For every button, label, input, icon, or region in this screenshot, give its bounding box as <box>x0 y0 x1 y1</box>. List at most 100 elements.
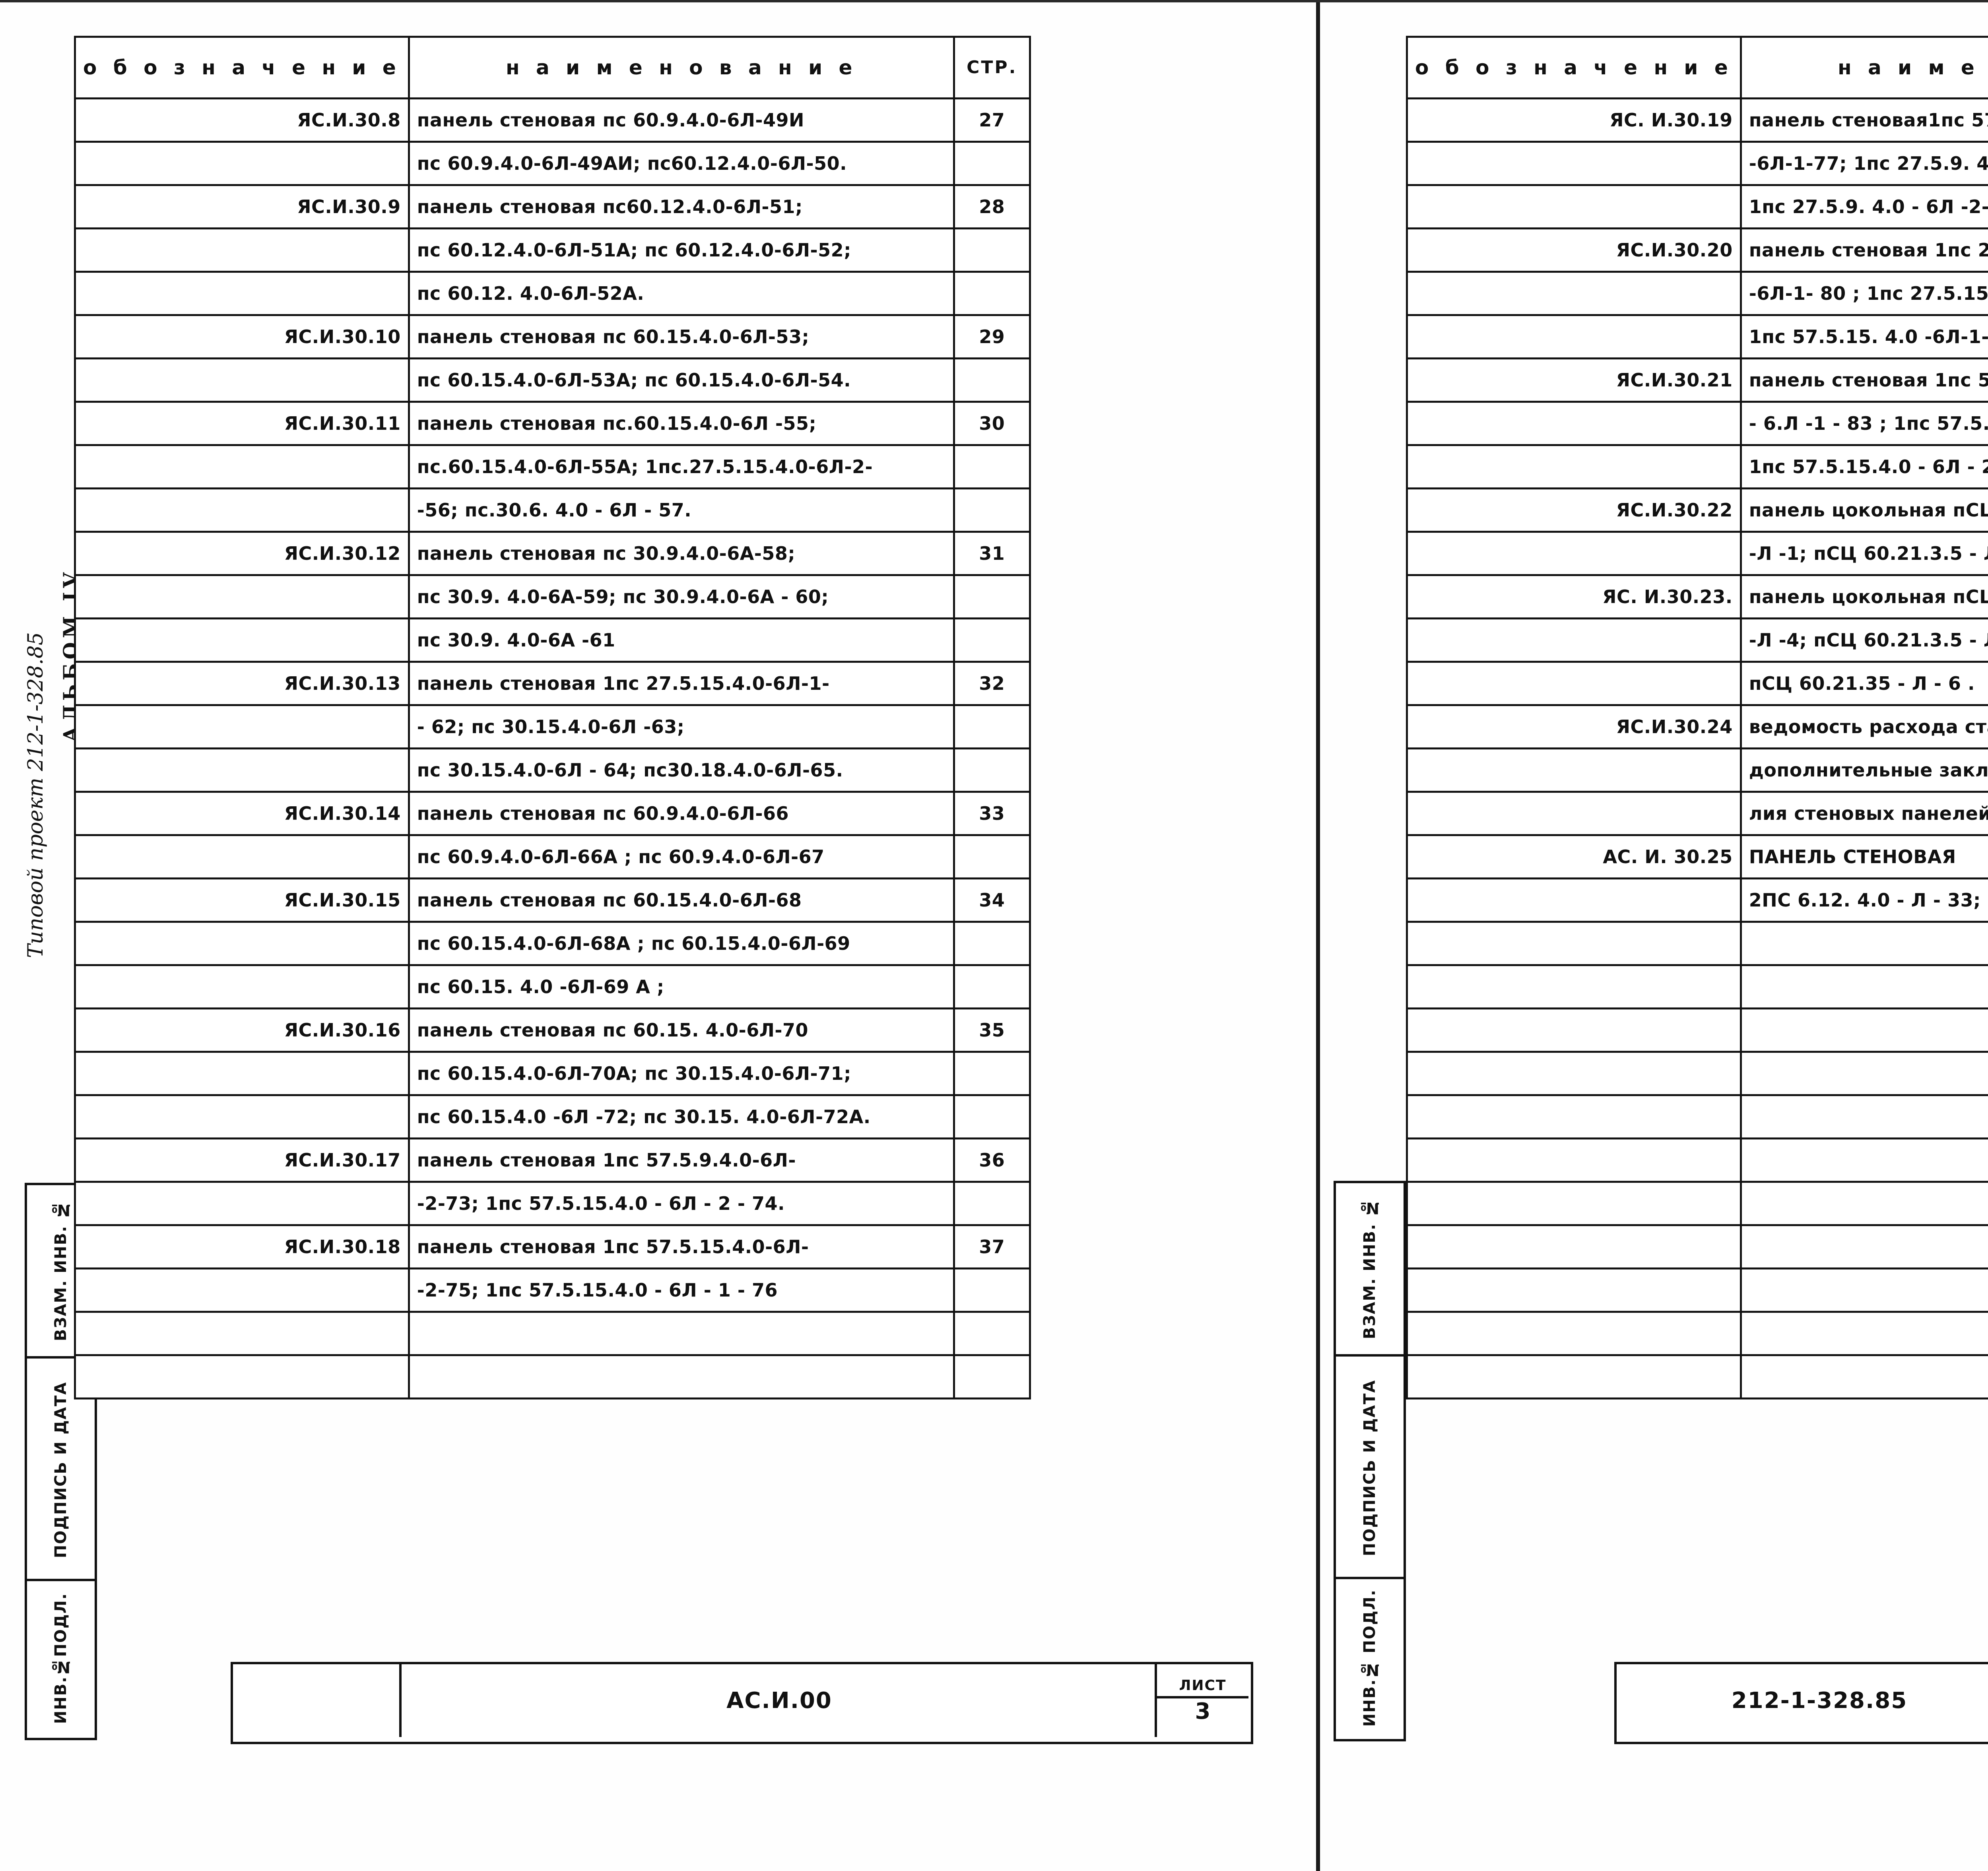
cell-designation <box>1406 617 1742 663</box>
index-table-right: о б о з н а ч е н и е н а и м е н о в а … <box>1406 36 1988 1399</box>
stamp-project-number-text: 212-1-328.85 <box>1731 1688 1908 1714</box>
table-row: пс 60.9.4.0-6Л-66А ; пс 60.9.4.0-6Л-67 <box>74 834 1031 879</box>
cell-designation <box>1406 141 1742 186</box>
cell-designation <box>74 357 410 403</box>
table-row: пс 60.9.4.0-6Л-49АИ; пс60.12.4.0-6Л-50. <box>74 141 1031 186</box>
cell-designation: ЯС. И.30.23. <box>1406 574 1742 619</box>
table-row: ЯС.И.30.15 панель стеновая пс 60.15.4.0-6… <box>74 877 1031 923</box>
table-row: -2-75; 1пс 57.5.15.4.0 - 6Л - 1 - 76 <box>74 1267 1031 1313</box>
table-row <box>1406 1267 1988 1313</box>
cell-name <box>1740 1224 1988 1269</box>
cell-designation <box>1406 791 1742 836</box>
cell-designation <box>74 1354 410 1399</box>
table-row: пс 60.15.4.0 -6Л -72; пс 30.15. 4.0-6Л-7… <box>74 1094 1031 1139</box>
cell-name: -2-75; 1пс 57.5.15.4.0 - 6Л - 1 - 76 <box>408 1267 955 1313</box>
cell-designation <box>1406 877 1742 923</box>
table-header-row: о б о з н а ч е н и е н а и м е н о в а … <box>74 36 1031 99</box>
side-cell-podpis-data-right: ПОДПИСЬ И ДАТА <box>1336 1354 1404 1579</box>
table-row <box>1406 1224 1988 1269</box>
cell-name <box>1740 1267 1988 1313</box>
cell-name <box>1740 1311 1988 1356</box>
cell-name: пСЦ 60.21.35 - Л - 6 . <box>1740 661 1988 706</box>
table-row: -6Л-1-77; 1пс 27.5.9. 4.0-6Л-1-78; <box>1406 141 1988 186</box>
cell-page <box>953 444 1031 489</box>
table-row: 1пс 57.5.15. 4.0 -6Л-1-82. <box>1406 314 1988 359</box>
table-row <box>1406 964 1988 1009</box>
cell-designation: ЯС.И.30.9 <box>74 184 410 229</box>
cell-designation <box>74 271 410 316</box>
table-row <box>1406 1137 1988 1183</box>
cell-name <box>1740 1181 1988 1226</box>
cell-page <box>953 357 1031 403</box>
table-row: - 6.Л -1 - 83 ; 1пс 57.5.15.4.0 - 6.Л-2-… <box>1406 401 1988 446</box>
header-name: н а и м е н о в а н и е <box>408 36 955 99</box>
cell-name: дополнительные закладные изде- <box>1740 747 1988 793</box>
cell-page: 30 <box>953 401 1031 446</box>
cell-designation <box>74 141 410 186</box>
cell-page: 29 <box>953 314 1031 359</box>
cell-page: 28 <box>953 184 1031 229</box>
cell-designation: АС. И. 30.25 <box>1406 834 1742 879</box>
cell-name: пс 60.15.4.0-6Л-53А; пс 60.15.4.0-6Л-54. <box>408 357 955 403</box>
vzam-inv-label-right: ВЗАМ. ИНВ. № <box>1361 1198 1379 1339</box>
header-designation: о б о з н а ч е н и е <box>74 36 410 99</box>
cell-name: пс 60.15. 4.0 -6Л-69 А ; <box>408 964 955 1009</box>
table-row: ЯС.И.30.12 панель стеновая пс 30.9.4.0-6А… <box>74 531 1031 576</box>
cell-name: панель стеновая 1пс 57.5.9.4.0-6Л- <box>408 1137 955 1183</box>
table-row: дополнительные закладные изде- <box>1406 747 1988 793</box>
cell-designation: ЯС.И.30.21 <box>1406 357 1742 403</box>
cell-name: 1пс 57.5.15.4.0 - 6Л - 2 - 85. <box>1740 444 1988 489</box>
cell-name <box>408 1311 955 1356</box>
cell-name: пс 60.9.4.0-6Л-66А ; пс 60.9.4.0-6Л-67 <box>408 834 955 879</box>
side-note-project: Типовой проект 212-1-328.85 <box>24 632 48 958</box>
table-row: ЯС.И.30.10 панель стеновая пс 60.15.4.0-6… <box>74 314 1031 359</box>
cell-designation: ЯС.И.30.24 <box>1406 704 1742 749</box>
cell-page <box>953 1267 1031 1313</box>
cell-name: -6Л-1-77; 1пс 27.5.9. 4.0-6Л-1-78; <box>1740 141 1988 186</box>
cell-designation <box>1406 184 1742 229</box>
stamp-sheet-code-left: АС.И.00 <box>399 1664 1157 1737</box>
cell-name: -Л -4; пСЦ 60.21.3.5 - Л - 5; <box>1740 617 1988 663</box>
cell-page <box>953 834 1031 879</box>
cell-designation <box>74 574 410 619</box>
table-row: -2-73; 1пс 57.5.15.4.0 - 6Л - 2 - 74. <box>74 1181 1031 1226</box>
cell-designation <box>74 834 410 879</box>
cell-designation <box>1406 1051 1742 1096</box>
header-name: н а и м е н о в а н и е <box>1740 36 1988 99</box>
cell-designation <box>74 1051 410 1096</box>
cell-designation <box>1406 401 1742 446</box>
cell-name: панель цокольная пСЦ 60.21.3.5- <box>1740 574 1988 619</box>
gost-side-strip-right: ВЗАМ. ИНВ. № ПОДПИСЬ И ДАТА ИНВ.№ ПОДЛ. <box>1334 1181 1406 1741</box>
cell-name: пс 30.9. 4.0-6А -61 <box>408 617 955 663</box>
cell-name: панель стеновая пс60.12.4.0-6Л-51; <box>408 184 955 229</box>
cell-designation <box>1406 1354 1742 1399</box>
table-row: пс.60.15.4.0-6Л-55А; 1пс.27.5.15.4.0-6Л-… <box>74 444 1031 489</box>
cell-name: пс 60.15.4.0 -6Л -72; пс 30.15. 4.0-6Л-7… <box>408 1094 955 1139</box>
table-row <box>1406 1311 1988 1356</box>
cell-designation <box>1406 1094 1742 1139</box>
stamp-list-number: 3 <box>1157 1696 1248 1724</box>
cell-name: пс 60.9.4.0-6Л-49АИ; пс60.12.4.0-6Л-50. <box>408 141 955 186</box>
cell-name: панель стеновая 1пс 57.5.15.4.0-6Л- <box>408 1224 955 1269</box>
stamp-blank-left <box>233 1664 399 1737</box>
cell-designation: ЯС.И.30.15 <box>74 877 410 923</box>
cell-page <box>953 617 1031 663</box>
header-designation: о б о з н а ч е н и е <box>1406 36 1742 99</box>
cell-name: панель стеновая пс 60.15.4.0-6Л-53; <box>408 314 955 359</box>
cell-designation <box>1406 1007 1742 1053</box>
cell-name: пс 60.15.4.0-6Л-70А; пс 30.15.4.0-6Л-71; <box>408 1051 955 1096</box>
cell-name: ПАНЕЛЬ СТЕНОВАЯ <box>1740 834 1988 879</box>
cell-designation: ЯС. И.30.19 <box>1406 97 1742 143</box>
cell-designation <box>1406 1224 1742 1269</box>
table-row: -6Л-1- 80 ; 1пс 27.5.15.4.0-6 Л-2-81; <box>1406 271 1988 316</box>
index-table-left: о б о з н а ч е н и е н а и м е н о в а … <box>74 36 1031 1399</box>
cell-designation: ЯС.И.30.8 <box>74 97 410 143</box>
cell-name <box>1740 1354 1988 1399</box>
cell-name: ведомость расхода стали на <box>1740 704 1988 749</box>
table-row: 1пс 27.5.9. 4.0 - 6Л -2-79. <box>1406 184 1988 229</box>
table-row <box>1406 1051 1988 1096</box>
cell-designation <box>1406 1181 1742 1226</box>
